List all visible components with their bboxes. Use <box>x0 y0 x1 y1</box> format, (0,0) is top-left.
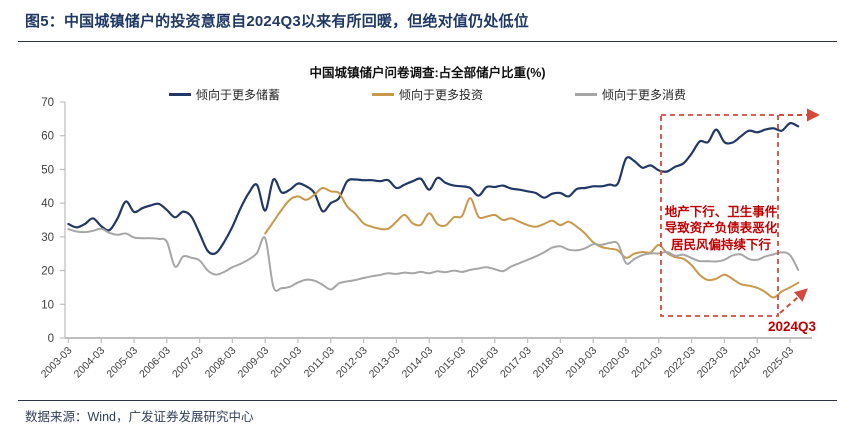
svg-text:2006-03: 2006-03 <box>137 345 173 381</box>
svg-text:0: 0 <box>48 333 54 345</box>
legend-line-swatch-investment <box>371 93 394 96</box>
svg-text:2025-03: 2025-03 <box>760 345 796 381</box>
legend-label-investment: 倾向于更多投资 <box>398 88 483 102</box>
svg-text:30: 30 <box>41 232 54 244</box>
svg-text:2015-03: 2015-03 <box>432 345 468 381</box>
svg-text:60: 60 <box>41 131 54 143</box>
svg-text:2013-03: 2013-03 <box>367 345 403 381</box>
svg-text:2004-03: 2004-03 <box>72 345 108 381</box>
svg-text:2012-03: 2012-03 <box>334 345 370 381</box>
svg-text:20: 20 <box>41 266 54 278</box>
legend-item-saving: 倾向于更多储蓄 <box>168 86 280 103</box>
svg-text:2008-03: 2008-03 <box>203 345 239 381</box>
svg-text:2022-03: 2022-03 <box>662 345 698 381</box>
svg-text:2011-03: 2011-03 <box>302 345 337 380</box>
svg-text:2009-03: 2009-03 <box>236 345 272 381</box>
legend-label-saving: 倾向于更多储蓄 <box>195 88 280 102</box>
svg-text:2020-03: 2020-03 <box>596 345 632 381</box>
svg-text:70: 70 <box>41 97 54 109</box>
svg-text:2016-03: 2016-03 <box>465 345 501 381</box>
chart-title: 中国城镇储户问卷调查:占全部储户比重(%) <box>309 66 546 80</box>
svg-text:2018-03: 2018-03 <box>531 345 567 381</box>
title-divider <box>18 41 837 42</box>
figure-title: 图5：中国城镇储户的投资意愿自2024Q3以来有所回暖，但绝对值仍处低位 <box>25 13 529 30</box>
annotation-text: 地产下行、卫生事件 导致资产负债表恶化 居民风偏持续下行 <box>664 205 778 252</box>
svg-text:10: 10 <box>41 299 54 311</box>
svg-text:2005-03: 2005-03 <box>104 345 140 381</box>
data-source: 数据来源：Wind，广发证券发展研究中心 <box>25 410 254 424</box>
svg-text:2014-03: 2014-03 <box>400 345 436 381</box>
svg-text:2010-03: 2010-03 <box>268 345 304 381</box>
svg-text:2021-03: 2021-03 <box>629 345 665 381</box>
legend-item-investment: 倾向于更多投资 <box>371 86 483 103</box>
legend-item-consumption: 倾向于更多消费 <box>575 86 686 103</box>
footer-divider <box>18 400 837 401</box>
svg-text:2017-03: 2017-03 <box>498 345 534 381</box>
svg-text:2023-03: 2023-03 <box>695 345 731 381</box>
svg-text:40: 40 <box>41 198 54 210</box>
legend-line-swatch-saving <box>168 93 191 96</box>
svg-text:2019-03: 2019-03 <box>564 345 600 381</box>
legend-line-swatch-consumption <box>575 93 597 96</box>
svg-text:50: 50 <box>41 164 54 176</box>
annotation-2024q3-label: 2024Q3 <box>768 319 817 334</box>
svg-text:2024-03: 2024-03 <box>728 345 764 381</box>
svg-text:2003-03: 2003-03 <box>39 345 75 381</box>
legend-label-consumption: 倾向于更多消费 <box>602 88 687 102</box>
chart-legend: 倾向于更多储蓄 倾向于更多投资 倾向于更多消费 <box>0 86 855 103</box>
svg-text:2007-03: 2007-03 <box>170 345 206 381</box>
